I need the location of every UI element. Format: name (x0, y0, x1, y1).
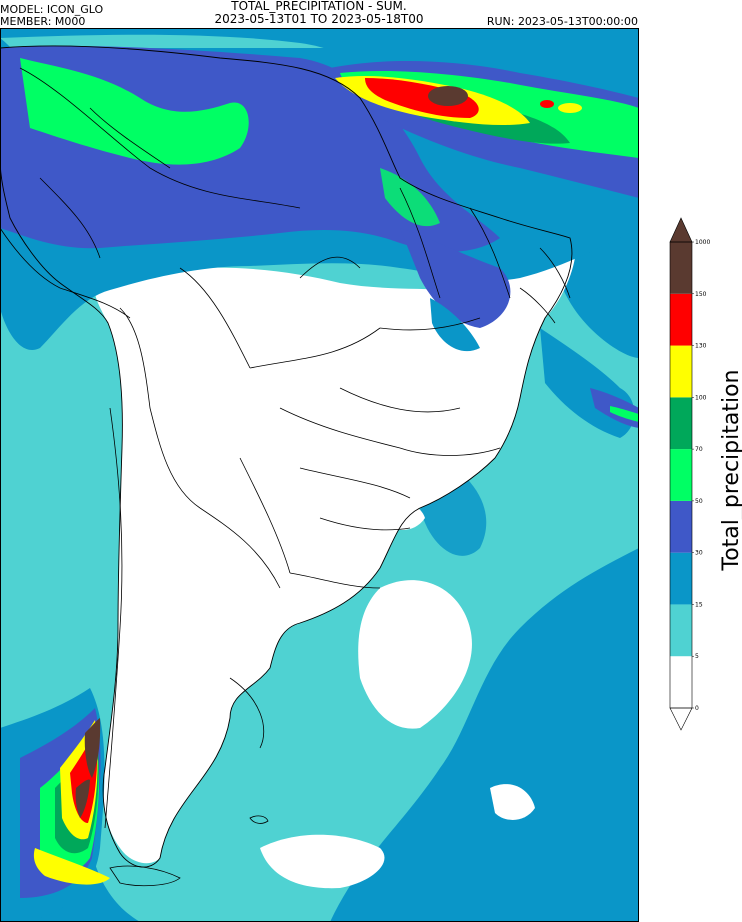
colorbar-outline (669, 241, 693, 709)
colorbar-tick-label: 100 (695, 394, 707, 401)
precipitation-map (0, 28, 639, 922)
colorbar-segment (670, 604, 692, 657)
colorbar-label: Total_precipitation (719, 370, 742, 572)
colorbar-ticks: 0 5 15 30 50 70 100 130 150 1000 (692, 239, 710, 712)
precip-atlantic-east (540, 328, 639, 438)
colorbar-tick-label: 70 (695, 446, 703, 453)
falkland-islands (249, 815, 269, 824)
colorbar-segments (669, 217, 693, 731)
colorbar-segment (670, 449, 692, 501)
ocean-dry-patches (128, 502, 535, 889)
colorbar-segment (670, 552, 692, 605)
colorbar: 0 5 15 30 50 70 100 130 150 1000 Total_precipitat… (669, 217, 742, 731)
map-title: TOTAL_PRECIPITATION - SUM. (231, 0, 407, 13)
colorbar-segment (670, 345, 692, 398)
colorbar-segment (670, 397, 692, 450)
run-label: RUN: 2023-05-13T00:00:00 (486, 15, 638, 28)
tierra-del-fuego (109, 865, 181, 887)
colorbar-tick-label: 30 (695, 550, 703, 557)
colorbar-segment (670, 293, 692, 346)
colorbar-tick-label: 0 (695, 705, 699, 712)
land-dry-area (95, 236, 576, 864)
map-period: 2023-05-13T01 TO 2023-05-18T00 (214, 12, 424, 26)
colorbar-segment (670, 242, 692, 294)
colorbar-tick-label: 150 (695, 291, 707, 298)
precip-patagonia (0, 688, 111, 922)
colorbar-tick-label: 15 (695, 601, 703, 608)
political-borders (0, 67, 571, 829)
colorbar-over-extension (669, 217, 693, 243)
precip-atlantic-north (330, 61, 639, 199)
model-label: MODEL: ICON_GLO (0, 3, 104, 16)
colorbar-segment (670, 500, 692, 553)
colorbar-tick-label: 1000 (695, 239, 710, 246)
coastline (0, 45, 573, 868)
colorbar-tick-label: 130 (695, 343, 707, 350)
colorbar-tick-label: 50 (695, 498, 703, 505)
member-label: MEMBER: M000 (0, 15, 86, 28)
colorbar-under-extension (669, 707, 693, 731)
colorbar-segment (670, 656, 692, 708)
colorbar-tick-label: 5 (695, 653, 699, 660)
